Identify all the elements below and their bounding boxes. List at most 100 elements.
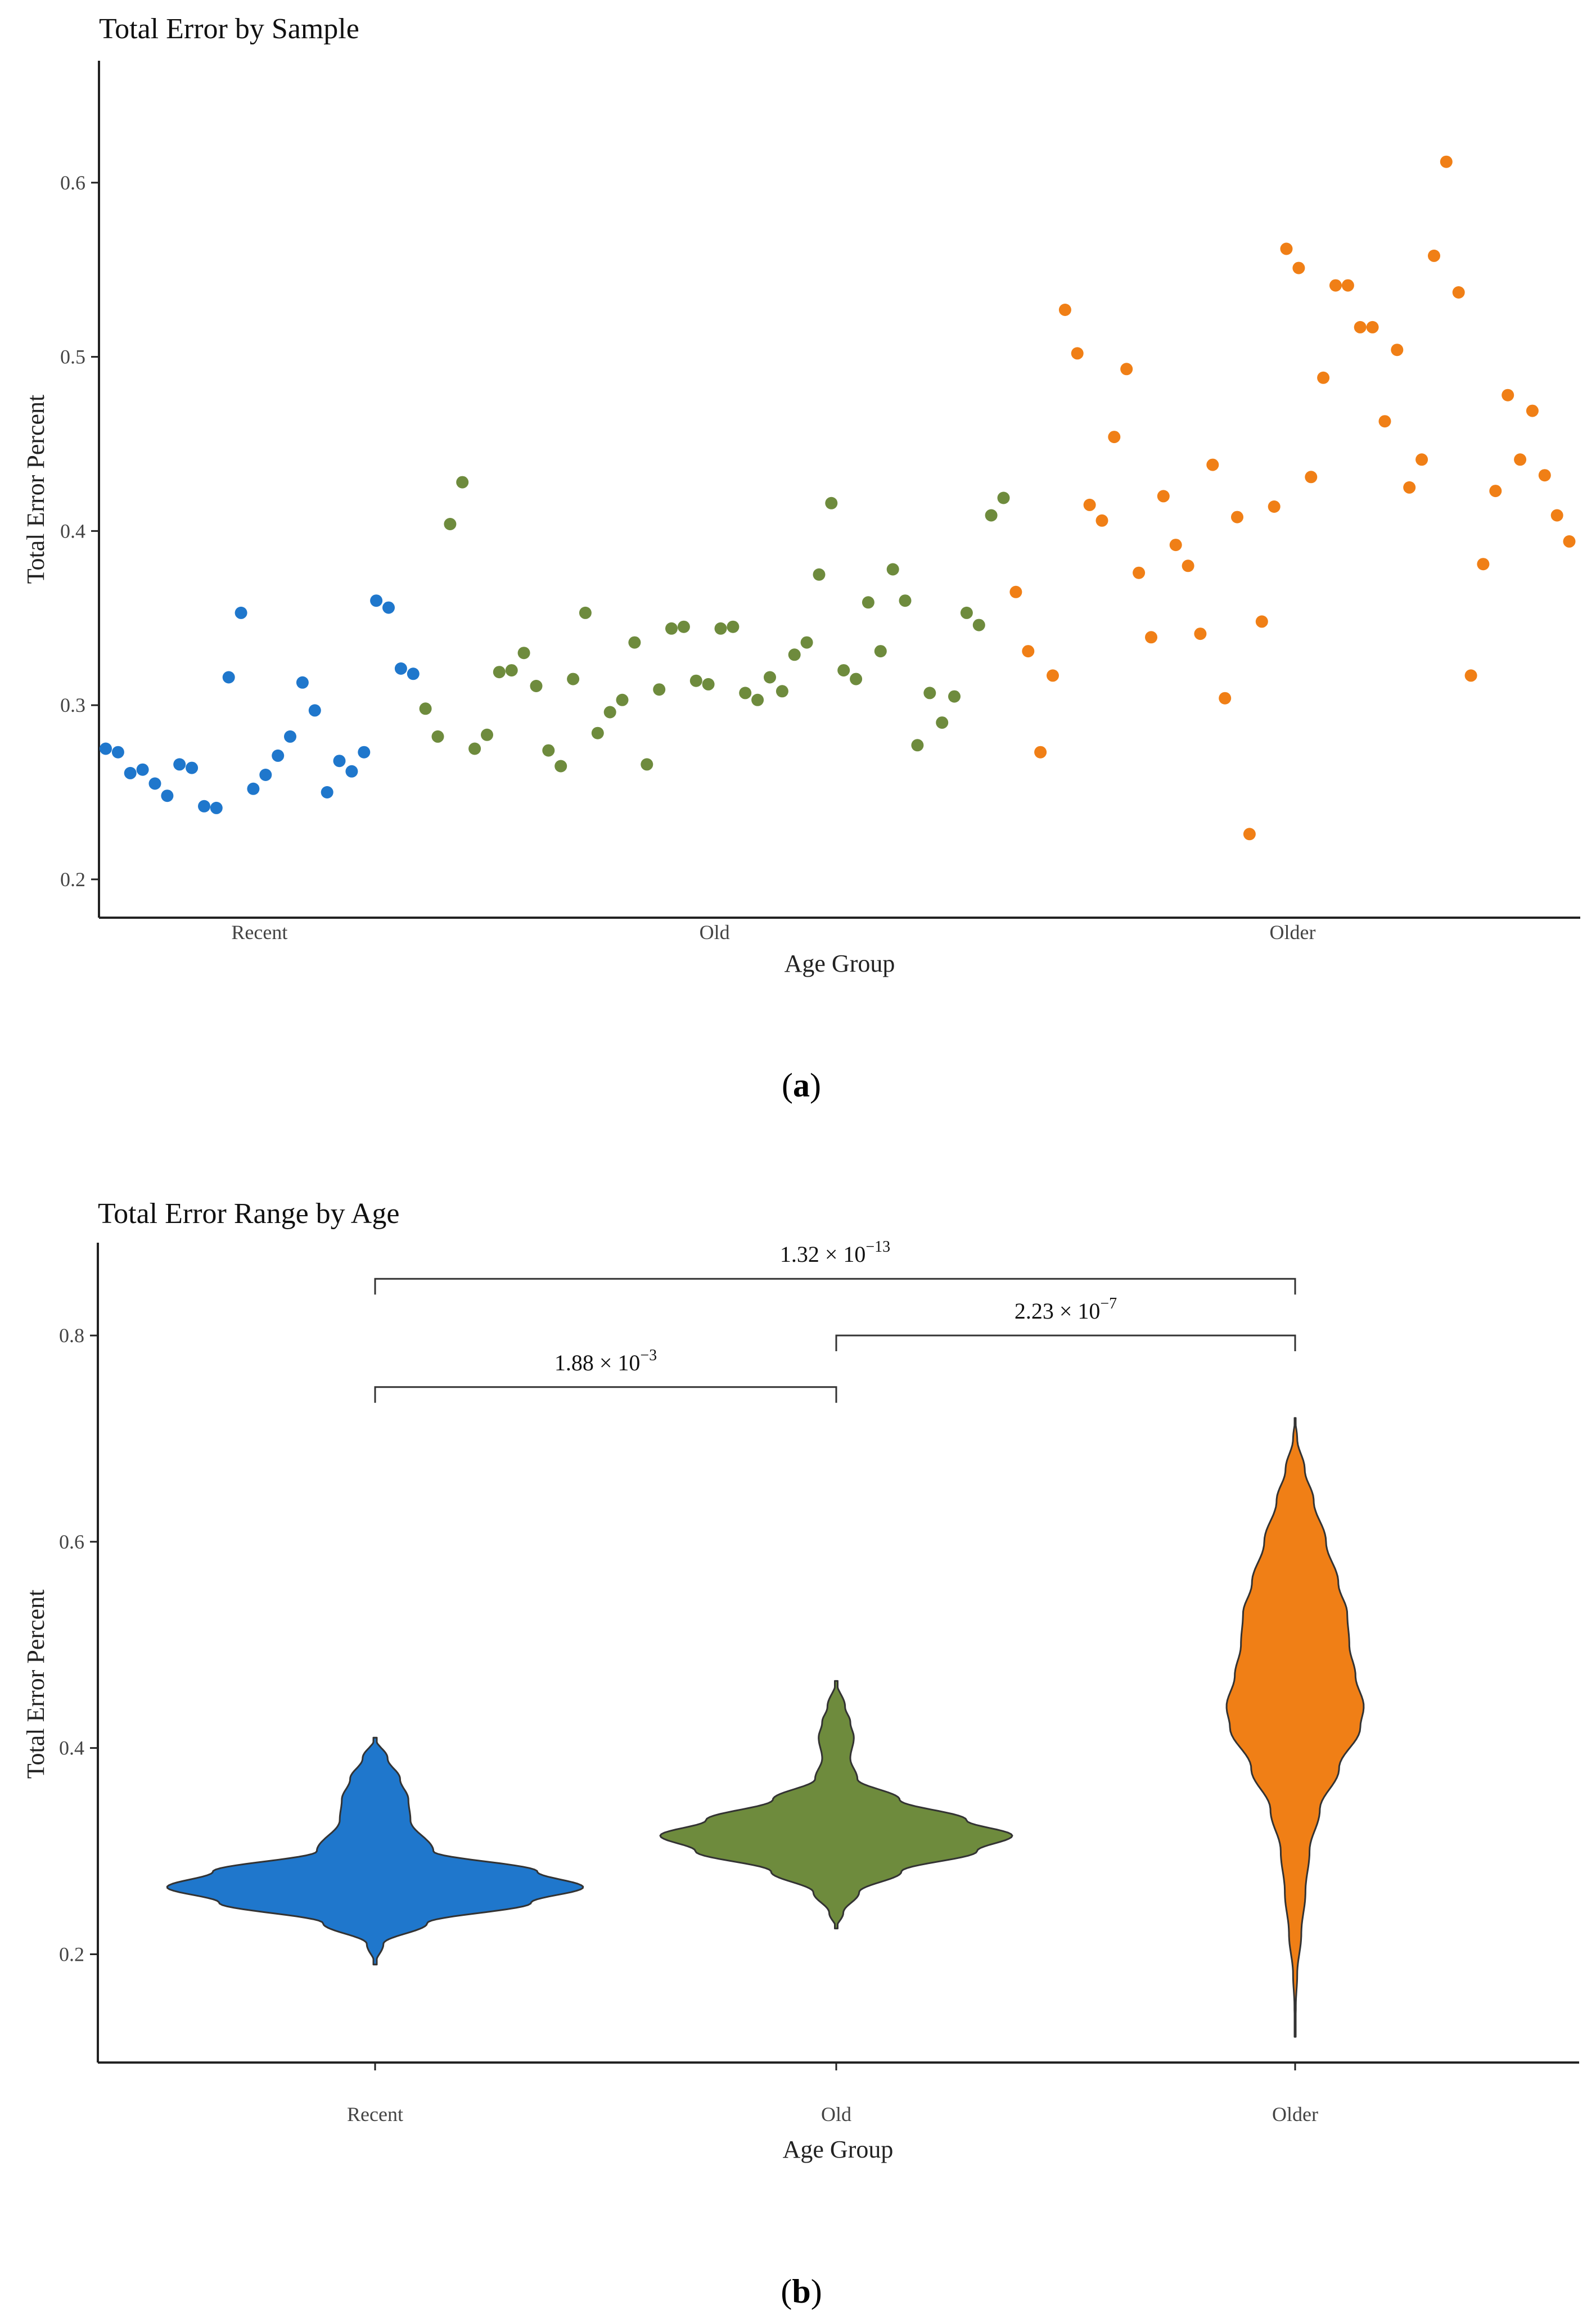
scatter-point-recent [272,749,285,762]
scatter-point-old [850,673,863,685]
scatter-point-recent [161,789,174,802]
scatter-point-older [1452,286,1465,299]
scatter-point-older [1268,500,1281,513]
scatter-point-older [1243,828,1256,841]
scatter-point-old [591,726,604,739]
scatter-point-older [1428,249,1440,262]
scatter-point-old [419,702,432,715]
violin-recent [166,1736,584,1966]
scatter-point-old [628,636,641,649]
scatter-x-tick-label: Recent [231,921,287,944]
scatter-title: Total Error by Sample [99,13,359,45]
scatter-point-older [1145,631,1157,644]
scatter-point-older [1120,363,1133,376]
scatter-point-older [1182,559,1194,572]
violin-y-tick-label: 0.4 [59,1737,84,1759]
scatter-point-older [1194,628,1207,640]
panel-letter-b: b [792,2273,810,2310]
scatter-point-old [665,622,678,635]
scatter-point-recent [284,730,296,743]
scatter-point-older [1047,669,1059,682]
scatter-point-older [1095,514,1108,527]
significance-p-value: 1.32 × 10−13 [780,1238,890,1267]
scatter-panel: Total Error by Sample 0.2 0.3 0.4 0.5 0.6 Re… [22,13,1580,1104]
scatter-point-recent [198,800,210,813]
scatter-point-recent [136,763,149,776]
scatter-point-old [997,491,1010,504]
scatter-point-old [813,568,826,581]
scatter-point-old [456,476,469,489]
scatter-point-recent [296,676,309,689]
scatter-point-recent [394,662,407,675]
violin-x-ticks: Recent Old Older [347,2063,1318,2126]
scatter-point-old [567,673,580,685]
scatter-point-recent [210,801,223,814]
scatter-point-old [689,674,702,687]
scatter-x-axis-label: Age Group [785,950,895,977]
violin-y-tick-label: 0.8 [59,1324,84,1347]
scatter-point-old [714,622,727,635]
scatter-point-older [1391,344,1404,356]
violin-x-tick-label: Older [1272,2103,1318,2126]
scatter-point-recent [235,606,247,619]
panel-label-a: (a) [782,1067,821,1104]
panel-letter-a: a [793,1067,810,1104]
scatter-point-old [886,563,899,576]
scatter-point-recent [407,667,420,680]
scatter-point-old [862,596,874,609]
scatter-point-older [1538,469,1551,482]
scatter-point-recent [247,782,260,795]
scatter-point-old [751,693,764,706]
p-value-base: 1.32 × 10 [780,1242,866,1267]
p-value-exponent: −7 [1100,1295,1117,1312]
scatter-point-old [764,671,776,684]
p-value-base: 2.23 × 10 [1015,1298,1101,1324]
violin-title: Total Error Range by Age [98,1198,399,1230]
scatter-point-old [960,606,973,619]
scatter-point-old [788,648,801,661]
violin-x-tick-label: Old [821,2103,851,2126]
scatter-point-older [1034,746,1047,759]
scatter-point-old [517,647,530,660]
scatter-point-recent [222,671,235,684]
scatter-points [100,155,1576,841]
scatter-point-old [481,728,493,741]
scatter-point-recent [321,786,333,798]
scatter-point-recent [358,746,371,759]
scatter-point-older [1502,389,1514,401]
scatter-point-older [1329,279,1342,292]
scatter-point-old [985,509,998,522]
scatter-point-recent [100,742,112,755]
scatter-point-old [874,645,887,658]
scatter-point-older [1305,471,1318,484]
scatter-point-old [972,619,985,631]
scatter-y-ticks: 0.2 0.3 0.4 0.5 0.6 [60,172,99,891]
scatter-point-recent [111,746,124,759]
scatter-point-older [1354,321,1367,333]
scatter-point-old [911,739,924,752]
scatter-point-older [1477,558,1490,571]
scatter-point-older [1206,458,1219,471]
scatter-point-old [776,685,788,698]
scatter-point-older [1292,261,1305,274]
scatter-point-old [493,666,506,679]
scatter-y-tick-label: 0.3 [60,694,85,716]
significance-p-value: 1.88 × 10−3 [554,1347,657,1375]
scatter-point-old [677,620,690,633]
scatter-point-old [444,518,457,530]
violin-y-axis-label: Total Error Percent [22,1590,49,1779]
scatter-point-old [825,497,838,509]
scatter-point-old [739,687,752,700]
scatter-point-old [899,594,912,607]
scatter-point-older [1133,566,1146,579]
scatter-x-tick-label: Older [1270,921,1316,944]
scatter-point-older [1378,415,1391,428]
scatter-point-old [948,690,961,703]
scatter-point-recent [173,758,186,771]
scatter-point-recent [148,777,161,790]
panel-label-b: (b) [781,2273,822,2310]
scatter-y-tick-label: 0.5 [60,346,85,368]
significance-brackets: 1.88 × 10−3 2.23 × 10−7 1.32 × 10−13 [374,1238,1296,1403]
p-value-base: 1.88 × 10 [554,1350,641,1375]
